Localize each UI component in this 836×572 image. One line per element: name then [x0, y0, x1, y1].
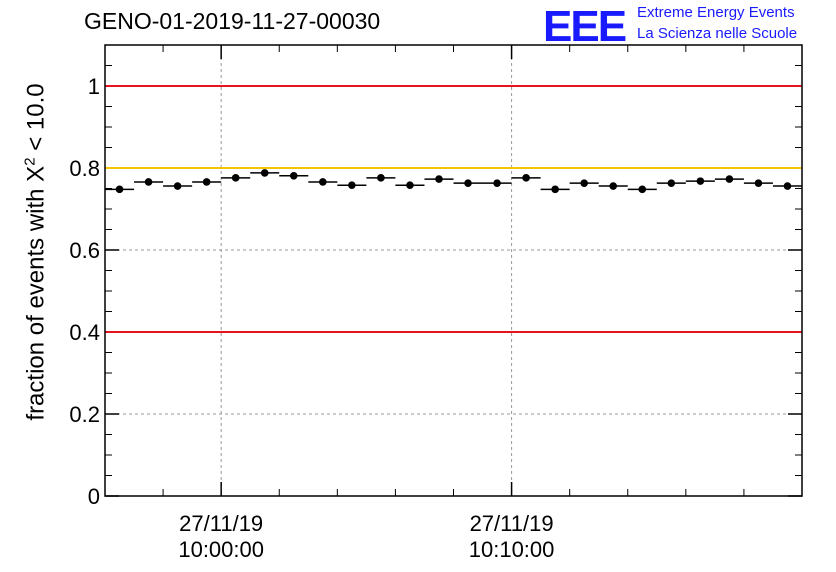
data-point: [192, 178, 222, 186]
data-point: [221, 174, 251, 182]
data-point: [105, 185, 135, 194]
data-point: [134, 178, 164, 186]
data-point-marker: [435, 175, 443, 183]
data-point: [569, 179, 599, 187]
data-point-marker: [260, 169, 269, 177]
x-tick-label-time: 10:10:00: [469, 537, 555, 562]
data-point-marker: [667, 179, 676, 187]
data-point: [453, 179, 483, 187]
data-point: [656, 179, 686, 187]
data-point: [163, 182, 193, 190]
data-point: [772, 182, 802, 190]
data-point: [482, 179, 512, 187]
y-axis-title: fraction of events with X2 < 10.0: [22, 83, 51, 420]
data-point: [279, 171, 309, 180]
x-tick-label-time: 10:00:00: [178, 537, 264, 562]
data-point-marker: [464, 179, 472, 187]
data-point-marker: [493, 179, 501, 187]
data-point-marker: [754, 179, 763, 187]
data-point-marker: [638, 185, 647, 194]
data-point: [714, 175, 744, 183]
y-axis-title-suffix: < 10.0: [22, 83, 50, 158]
logo-subtitle-1: Extreme Energy Events: [637, 4, 795, 21]
data-point: [337, 181, 367, 190]
data-point: [366, 174, 396, 182]
data-point-marker: [406, 181, 414, 190]
data-point: [598, 182, 628, 190]
y-tick-label: 0.2: [69, 402, 100, 427]
data-point-marker: [231, 174, 240, 182]
y-tick-label: 0: [88, 484, 100, 509]
data-point-marker: [522, 174, 530, 182]
data-point-marker: [144, 178, 153, 186]
data-point-marker: [173, 182, 182, 190]
data-point: [685, 177, 715, 185]
data-point-marker: [696, 177, 705, 185]
data-point: [424, 175, 454, 183]
data-point-marker: [289, 171, 298, 180]
y-tick-label: 0.4: [69, 320, 100, 345]
eee-logo: EEE: [543, 2, 627, 51]
data-point-marker: [377, 174, 385, 182]
run-title: GENO-01-2019-11-27-00030: [84, 8, 381, 34]
data-point-marker: [725, 175, 734, 183]
data-point-marker: [348, 181, 356, 190]
y-axis-title-prefix: fraction of events with X: [22, 165, 50, 421]
data-point: [743, 179, 773, 187]
data-point: [627, 185, 657, 194]
logo-subtitle-2: La Scienza nelle Scuole: [637, 25, 798, 42]
data-point-marker: [609, 182, 618, 190]
x-tick-label-date: 27/11/19: [179, 511, 263, 536]
data-point: [395, 181, 425, 190]
x-tick-label-date: 27/11/19: [470, 511, 554, 536]
data-point-marker: [319, 178, 327, 186]
data-point: [308, 178, 338, 186]
data-point-marker: [551, 185, 559, 194]
plot-frame: [104, 44, 803, 497]
y-axis-title-superscript: 2: [21, 157, 39, 166]
data-point: [511, 174, 541, 182]
data-point: [250, 169, 280, 177]
y-tick-label: 1: [88, 74, 100, 99]
data-point: [540, 185, 570, 194]
data-point-marker: [115, 185, 124, 194]
data-point-marker: [580, 179, 588, 187]
y-tick-label: 0.6: [69, 238, 100, 263]
data-point-marker: [783, 182, 792, 190]
y-tick-label: 0.8: [69, 156, 100, 181]
data-point-marker: [202, 178, 211, 186]
